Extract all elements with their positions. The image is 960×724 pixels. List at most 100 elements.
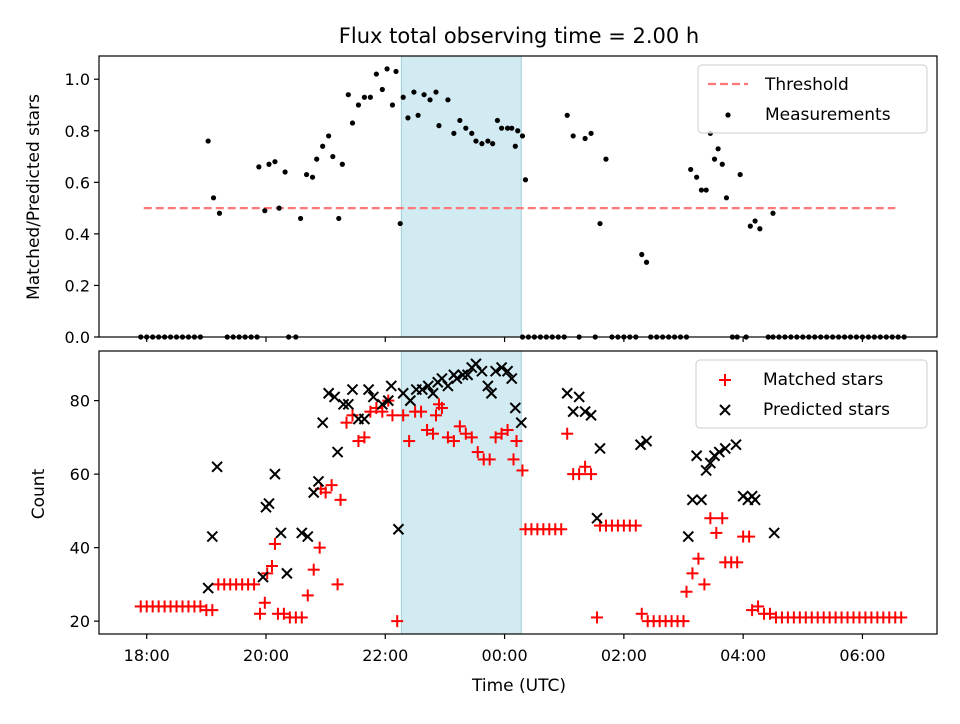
predicted-star-point bbox=[482, 380, 494, 392]
x-tick-label: 22:00 bbox=[362, 646, 408, 665]
predicted-star-stroke bbox=[634, 439, 647, 451]
predicted-star-stroke bbox=[713, 446, 726, 458]
predicted-star-point bbox=[302, 530, 314, 543]
predicted-star-stroke bbox=[269, 468, 281, 480]
predicted-star-stroke bbox=[482, 380, 494, 392]
matched-star-point bbox=[501, 424, 514, 437]
legend-threshold-label: Threshold bbox=[764, 75, 849, 95]
predicted-star-stroke bbox=[342, 398, 355, 410]
predicted-star-stroke bbox=[461, 369, 474, 381]
matched-star-point bbox=[743, 530, 756, 543]
measurement-point bbox=[393, 68, 399, 75]
measurement-point bbox=[737, 171, 743, 178]
measurement-point bbox=[355, 102, 362, 108]
predicted-star-point bbox=[585, 409, 597, 422]
predicted-star-stroke bbox=[382, 394, 394, 407]
x-tick-label: 20:00 bbox=[243, 646, 289, 665]
predicted-star-point bbox=[713, 446, 726, 458]
predicted-star-stroke bbox=[308, 486, 320, 499]
matched-star-point bbox=[340, 416, 353, 429]
predicted-star-stroke bbox=[202, 582, 214, 594]
predicted-star-stroke bbox=[695, 494, 708, 506]
measurement-point bbox=[711, 156, 718, 162]
predicted-star-stroke bbox=[392, 523, 405, 535]
matched-star-point bbox=[331, 578, 344, 591]
matched-star-point bbox=[731, 556, 744, 569]
matched-star-point bbox=[507, 453, 520, 466]
predicted-star-point bbox=[312, 475, 325, 488]
measurement-point bbox=[405, 115, 411, 121]
predicted-star-stroke bbox=[585, 409, 597, 422]
matched-star-point bbox=[403, 435, 416, 448]
matched-star-point bbox=[319, 486, 332, 499]
predicted-star-point bbox=[346, 383, 359, 396]
measurement-point bbox=[205, 138, 211, 144]
legend-predicted-swatch bbox=[719, 404, 731, 416]
predicted-star-point bbox=[768, 527, 780, 539]
predicted-star-stroke bbox=[302, 530, 314, 543]
predicted-star-stroke bbox=[682, 530, 694, 543]
predicted-star-stroke bbox=[495, 361, 508, 374]
top-y-axis-label: Matched/Predicted stars bbox=[24, 94, 44, 300]
predicted-star-stroke bbox=[515, 416, 527, 429]
matched-star-point bbox=[248, 578, 261, 591]
x-tick-label: 00:00 bbox=[482, 646, 528, 665]
predicted-star-point bbox=[316, 416, 329, 429]
top-axes-frame bbox=[98, 55, 938, 338]
matched-star-point bbox=[376, 405, 389, 418]
predicted-star-point bbox=[485, 387, 498, 399]
matched-star-point bbox=[313, 541, 326, 554]
top-legend: Threshold Measurements bbox=[697, 64, 928, 134]
predicted-star-point bbox=[579, 405, 591, 418]
predicted-star-point bbox=[700, 464, 712, 477]
predicted-star-point bbox=[257, 571, 269, 583]
bottom-plot-area: 20 40 60 80 18:00 20:00 22:00 00:00 02:00 04:00 06… bbox=[70, 350, 938, 665]
measurement-point bbox=[639, 251, 645, 258]
predicted-star-stroke bbox=[749, 494, 761, 506]
predicted-star-point bbox=[591, 512, 603, 524]
predicted-star-point bbox=[275, 527, 287, 539]
measurement-point bbox=[723, 195, 730, 201]
measurement-point bbox=[694, 174, 700, 180]
predicted-star-point bbox=[749, 494, 761, 506]
top-plot-area: 0.0 0.2 0.4 0.6 0.8 1.0 bbox=[65, 55, 938, 347]
predicted-star-point bbox=[322, 387, 335, 399]
measurement-point bbox=[490, 141, 496, 147]
matched-star-point bbox=[510, 435, 523, 448]
measurement-point bbox=[397, 220, 403, 227]
predicted-star-stroke bbox=[337, 398, 350, 410]
predicted-star-point bbox=[376, 398, 389, 410]
matched-star-point bbox=[295, 611, 308, 624]
measurement-point bbox=[297, 215, 304, 222]
measurement-point bbox=[469, 130, 475, 136]
predicted-star-point bbox=[509, 402, 522, 414]
legend-matched-swatch bbox=[719, 374, 731, 386]
predicted-star-stroke bbox=[385, 380, 397, 392]
measurement-point bbox=[485, 138, 491, 144]
predicted-star-stroke bbox=[328, 391, 341, 403]
predicted-star-stroke bbox=[506, 372, 518, 385]
predicted-star-point bbox=[495, 361, 508, 374]
predicted-star-point bbox=[451, 372, 463, 385]
measurement-point bbox=[216, 210, 223, 216]
predicted-star-stroke bbox=[485, 387, 498, 399]
matched-star-point bbox=[447, 435, 460, 448]
measurement-point bbox=[512, 143, 518, 149]
matched-star-point bbox=[325, 479, 338, 492]
matched-star-point bbox=[635, 607, 648, 620]
predicted-star-stroke bbox=[686, 494, 699, 506]
measurement-point bbox=[698, 187, 705, 193]
measurement-point bbox=[719, 161, 725, 167]
measurement-point bbox=[415, 112, 421, 118]
predicted-star-stroke bbox=[296, 527, 308, 539]
measurement-point bbox=[522, 177, 529, 183]
measurement-point bbox=[451, 130, 457, 136]
matched-star-point bbox=[698, 578, 711, 591]
predicted-star-point bbox=[501, 365, 514, 377]
matched-star-point bbox=[435, 401, 448, 414]
top-y-tick-label: 0.4 bbox=[65, 225, 90, 244]
predicted-star-stroke bbox=[367, 391, 380, 403]
matched-star-point bbox=[453, 420, 466, 433]
predicted-star-point bbox=[719, 442, 731, 455]
